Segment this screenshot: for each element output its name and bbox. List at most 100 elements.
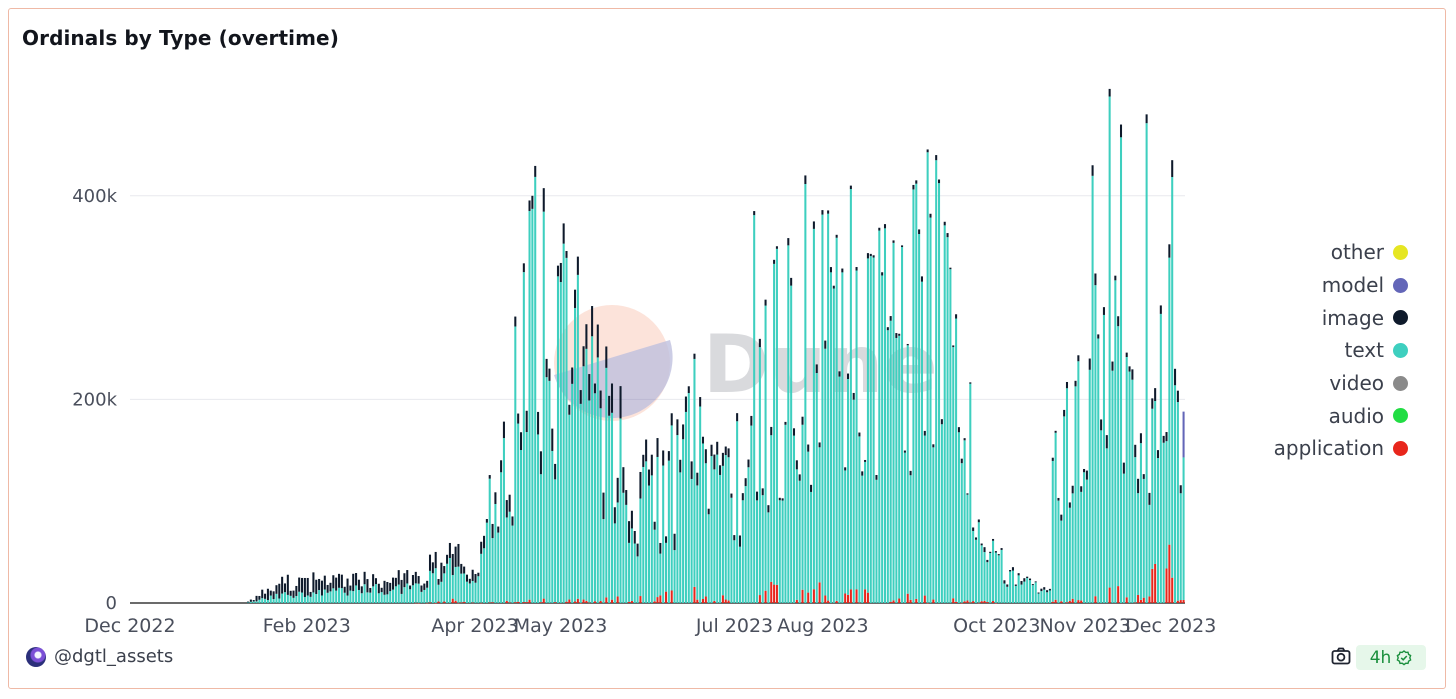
day-bar[interactable]	[471, 569, 474, 604]
day-bar[interactable]	[980, 543, 983, 603]
day-bar[interactable]	[792, 428, 796, 603]
day-bar[interactable]	[1077, 355, 1080, 603]
day-bar[interactable]	[892, 240, 895, 603]
day-bar[interactable]	[701, 436, 705, 603]
day-bar[interactable]	[593, 383, 596, 603]
day-bar[interactable]	[389, 582, 392, 603]
day-bar[interactable]	[687, 386, 690, 603]
day-bar[interactable]	[741, 493, 744, 603]
day-bar[interactable]	[872, 255, 875, 603]
day-bar[interactable]	[1003, 580, 1006, 603]
day-bar[interactable]	[1060, 514, 1063, 603]
day-bar[interactable]	[864, 459, 867, 603]
day-bar[interactable]	[1031, 584, 1034, 603]
day-bar[interactable]	[281, 576, 284, 603]
day-bar[interactable]	[869, 253, 872, 603]
day-bar[interactable]	[758, 338, 761, 603]
legend-item-video[interactable]: video	[1274, 367, 1408, 400]
day-bar[interactable]	[531, 195, 534, 604]
day-bar[interactable]	[829, 267, 832, 603]
day-bar[interactable]	[647, 469, 650, 603]
day-bar[interactable]	[895, 333, 898, 603]
day-bar[interactable]	[352, 573, 355, 603]
day-bar[interactable]	[770, 426, 773, 603]
day-bar[interactable]	[619, 386, 622, 603]
day-bar[interactable]	[320, 580, 323, 603]
day-bar[interactable]	[301, 577, 304, 603]
day-bar[interactable]	[815, 364, 818, 603]
day-bar[interactable]	[585, 324, 588, 603]
day-bar[interactable]	[380, 587, 383, 603]
day-bar[interactable]	[676, 419, 679, 603]
day-bar[interactable]	[497, 526, 500, 603]
day-bar[interactable]	[949, 267, 952, 603]
day-bar[interactable]	[588, 374, 591, 604]
day-bar[interactable]	[582, 346, 585, 603]
day-bar[interactable]	[1023, 578, 1026, 603]
day-bar[interactable]	[343, 586, 346, 603]
day-bar[interactable]	[767, 505, 770, 603]
day-bar[interactable]	[431, 562, 434, 603]
day-bar[interactable]	[963, 438, 966, 603]
day-bar[interactable]	[1176, 390, 1179, 603]
day-bar[interactable]	[1014, 584, 1017, 603]
day-bar[interactable]	[315, 579, 318, 603]
day-bar[interactable]	[1017, 573, 1020, 603]
day-bar[interactable]	[744, 478, 747, 603]
day-bar[interactable]	[517, 413, 520, 603]
day-bar[interactable]	[616, 477, 619, 603]
day-bar[interactable]	[261, 589, 264, 603]
day-bar[interactable]	[1139, 433, 1142, 603]
day-bar[interactable]	[266, 588, 269, 603]
day-bar[interactable]	[491, 523, 494, 603]
day-bar[interactable]	[1151, 398, 1154, 603]
day-bar[interactable]	[1125, 352, 1128, 603]
day-bar[interactable]	[957, 427, 960, 603]
day-bar[interactable]	[1102, 307, 1105, 603]
day-bar[interactable]	[756, 491, 759, 603]
day-bar[interactable]	[289, 590, 292, 603]
day-bar[interactable]	[525, 410, 528, 603]
day-bar[interactable]	[1037, 592, 1040, 603]
day-bar[interactable]	[448, 542, 451, 603]
day-bar[interactable]	[662, 450, 665, 603]
day-bar[interactable]	[883, 224, 887, 603]
day-bar[interactable]	[446, 554, 449, 603]
day-bar[interactable]	[784, 421, 787, 603]
day-bar[interactable]	[369, 587, 372, 603]
day-bar[interactable]	[494, 492, 497, 603]
day-bar[interactable]	[477, 572, 480, 603]
day-bar[interactable]	[249, 599, 252, 603]
day-bar[interactable]	[1071, 485, 1074, 603]
day-bar[interactable]	[926, 149, 929, 604]
day-bar[interactable]	[468, 578, 471, 603]
day-bar[interactable]	[1009, 570, 1012, 603]
day-bar[interactable]	[628, 521, 631, 603]
day-bar[interactable]	[1006, 584, 1009, 603]
day-bar[interactable]	[394, 577, 397, 603]
refresh-badge[interactable]: 4h	[1356, 645, 1426, 670]
day-bar[interactable]	[844, 467, 847, 603]
day-bar[interactable]	[773, 259, 776, 603]
day-bar[interactable]	[1171, 160, 1174, 603]
day-bar[interactable]	[801, 416, 804, 603]
day-bar[interactable]	[918, 229, 921, 603]
day-bar[interactable]	[983, 547, 986, 603]
day-bar[interactable]	[852, 392, 855, 603]
day-bar[interactable]	[656, 438, 659, 603]
day-bar[interactable]	[920, 276, 923, 603]
day-bar[interactable]	[1165, 432, 1168, 603]
day-bar[interactable]	[502, 421, 505, 603]
day-bar[interactable]	[337, 573, 341, 603]
day-bar[interactable]	[545, 358, 548, 603]
day-bar[interactable]	[832, 285, 835, 603]
day-bar[interactable]	[1111, 361, 1114, 603]
day-bar[interactable]	[400, 579, 403, 603]
day-bar[interactable]	[886, 327, 889, 603]
day-bar[interactable]	[667, 451, 670, 603]
day-bar[interactable]	[972, 527, 975, 603]
day-bar[interactable]	[935, 155, 938, 603]
day-bar[interactable]	[559, 262, 562, 603]
day-bar[interactable]	[898, 333, 901, 603]
day-bar[interactable]	[955, 314, 958, 603]
